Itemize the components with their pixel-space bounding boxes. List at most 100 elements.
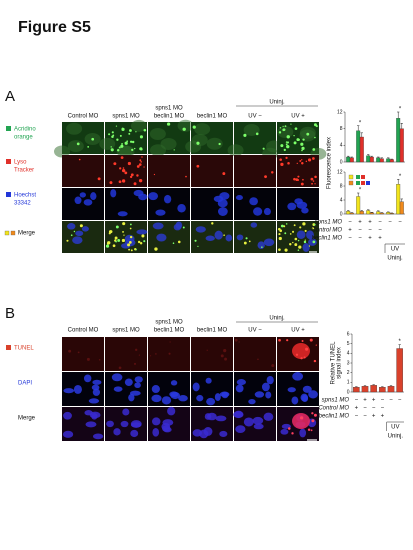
punctum <box>138 178 143 183</box>
nucleus <box>178 395 188 402</box>
bar <box>369 212 374 215</box>
nucleus <box>250 222 258 228</box>
punctum <box>282 128 285 132</box>
nucleus <box>81 226 89 232</box>
error-bar <box>400 198 403 202</box>
nucleus <box>252 416 264 425</box>
tissue <box>54 145 71 158</box>
nucleus <box>74 196 82 205</box>
nucleus <box>92 433 104 440</box>
punctum <box>218 142 221 146</box>
y-tick-label: 12 <box>337 169 343 175</box>
nucleus <box>192 429 202 437</box>
column-header: spns1 MO <box>112 328 140 334</box>
row-label: DAPI <box>18 381 32 387</box>
punctum <box>278 233 281 236</box>
nucleus <box>235 425 246 433</box>
punctum <box>278 131 282 134</box>
punctum <box>130 173 134 177</box>
punctum <box>129 129 132 132</box>
nucleus <box>196 394 204 402</box>
nucleus <box>308 390 318 399</box>
punctum <box>303 356 306 359</box>
punctum <box>245 237 248 240</box>
punctum <box>68 349 72 353</box>
error-bar <box>357 192 360 197</box>
punctum <box>197 245 199 247</box>
sign-label: UV <box>391 247 399 253</box>
nucleus <box>206 397 216 406</box>
nucleus <box>263 207 271 216</box>
nucleus <box>75 230 84 237</box>
punctum <box>126 140 129 143</box>
punctum <box>113 162 117 166</box>
bar <box>396 184 401 215</box>
bar <box>361 386 369 393</box>
nucleus <box>253 207 263 216</box>
significance: * <box>359 188 362 194</box>
nucleus <box>167 406 176 416</box>
punctum <box>303 240 307 244</box>
column-header: beclin1 MO <box>154 114 185 120</box>
nucleus <box>306 230 314 240</box>
punctum <box>285 143 288 146</box>
nucleus <box>79 192 86 198</box>
blob <box>292 413 310 429</box>
punctum <box>123 234 125 236</box>
punctum <box>314 183 316 185</box>
nucleus <box>155 209 166 216</box>
nucleus <box>236 379 246 386</box>
punctum <box>313 359 317 363</box>
punctum <box>120 144 124 148</box>
sign: − <box>358 228 362 234</box>
y-tick-label: 0 <box>340 159 343 165</box>
sign: − <box>348 220 352 226</box>
sign: − <box>378 228 382 234</box>
punctum <box>140 161 142 163</box>
micrograph <box>234 155 276 187</box>
nucleus <box>236 234 244 241</box>
bar <box>356 130 361 163</box>
nucleus <box>106 420 114 428</box>
sign: − <box>372 406 376 412</box>
punctum <box>311 226 315 230</box>
punctum <box>223 234 225 237</box>
punctum <box>301 149 303 152</box>
punctum <box>139 242 143 245</box>
punctum <box>297 239 300 242</box>
punctum <box>196 141 200 145</box>
punctum <box>111 131 114 134</box>
punctum <box>291 432 294 435</box>
sign-label: beclin1 MO <box>319 414 350 420</box>
bar <box>376 157 381 163</box>
punctum <box>305 347 309 351</box>
punctum <box>73 230 76 233</box>
punctum <box>124 141 128 145</box>
nucleus <box>72 236 83 245</box>
nucleus <box>261 382 270 392</box>
punctum <box>304 239 306 241</box>
nucleus <box>113 386 123 392</box>
punctum <box>134 147 136 150</box>
sign: − <box>388 220 392 226</box>
punctum <box>153 173 156 176</box>
punctum <box>296 162 298 165</box>
punctum <box>271 171 274 174</box>
error-bar <box>377 210 380 212</box>
y-tick-label: 8 <box>340 183 343 189</box>
nucleus <box>214 230 223 240</box>
punctum <box>124 171 128 175</box>
punctum <box>117 239 121 242</box>
y-axis-title: Fluorescence index <box>327 137 333 189</box>
punctum <box>107 241 111 245</box>
punctum <box>78 158 81 161</box>
punctum <box>278 338 281 342</box>
punctum <box>127 161 131 166</box>
punctum <box>312 148 316 151</box>
punctum <box>98 358 101 361</box>
row-swatch <box>6 159 11 164</box>
punctum <box>294 127 298 130</box>
sign: + <box>355 406 359 412</box>
nucleus <box>291 396 299 405</box>
